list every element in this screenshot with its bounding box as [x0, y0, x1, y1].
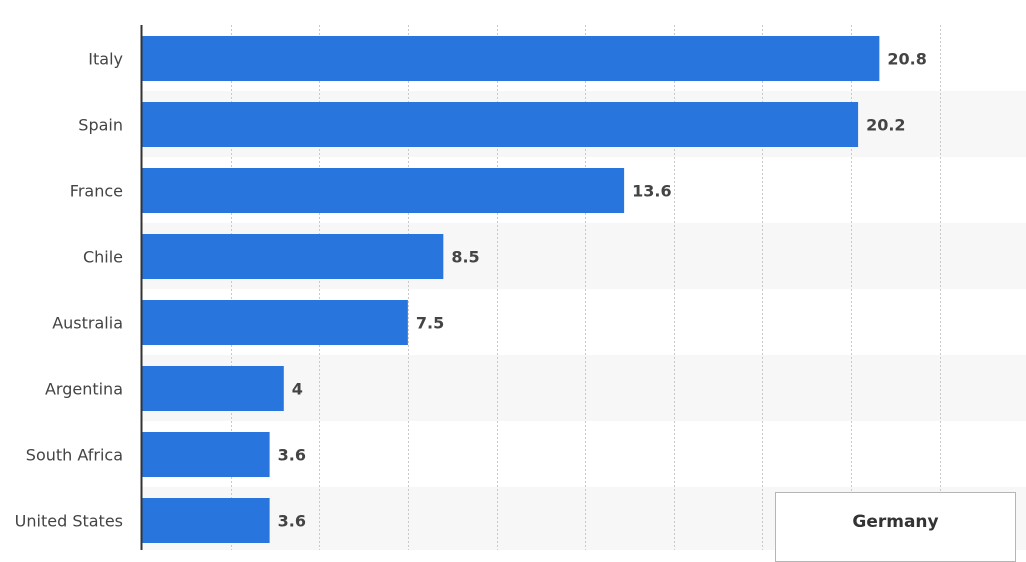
category-label: Spain — [78, 116, 123, 135]
value-label: 3.6 — [278, 512, 306, 531]
category-label: United States — [15, 512, 123, 531]
category-label: Australia — [52, 314, 123, 333]
value-label: 3.6 — [278, 446, 306, 465]
bar[interactable] — [142, 366, 284, 411]
bar-chart: Italy Spain France Chile Australia Argentina S… — [0, 0, 1026, 550]
value-label: 8.5 — [451, 248, 479, 267]
category-label: Chile — [83, 248, 123, 267]
bar[interactable] — [142, 36, 879, 81]
bars — [142, 36, 879, 543]
bar[interactable] — [142, 498, 270, 543]
value-label: 4 — [292, 380, 303, 399]
category-labels: Italy Spain France Chile Australia Argentina S… — [15, 50, 123, 531]
category-label: Argentina — [45, 380, 123, 399]
tooltip-title: Germany — [776, 512, 1015, 532]
value-label: 20.2 — [866, 116, 905, 135]
tooltip: Germany — [775, 492, 1016, 562]
bar[interactable] — [142, 102, 858, 147]
value-label: 20.8 — [887, 50, 926, 69]
value-label: 13.6 — [632, 182, 671, 201]
value-label: 7.5 — [416, 314, 444, 333]
bar[interactable] — [142, 300, 408, 345]
category-label: Italy — [88, 50, 123, 69]
category-label: France — [70, 182, 123, 201]
bar[interactable] — [142, 168, 624, 213]
bar[interactable] — [142, 432, 270, 477]
category-label: South Africa — [26, 446, 123, 465]
bar[interactable] — [142, 234, 443, 279]
